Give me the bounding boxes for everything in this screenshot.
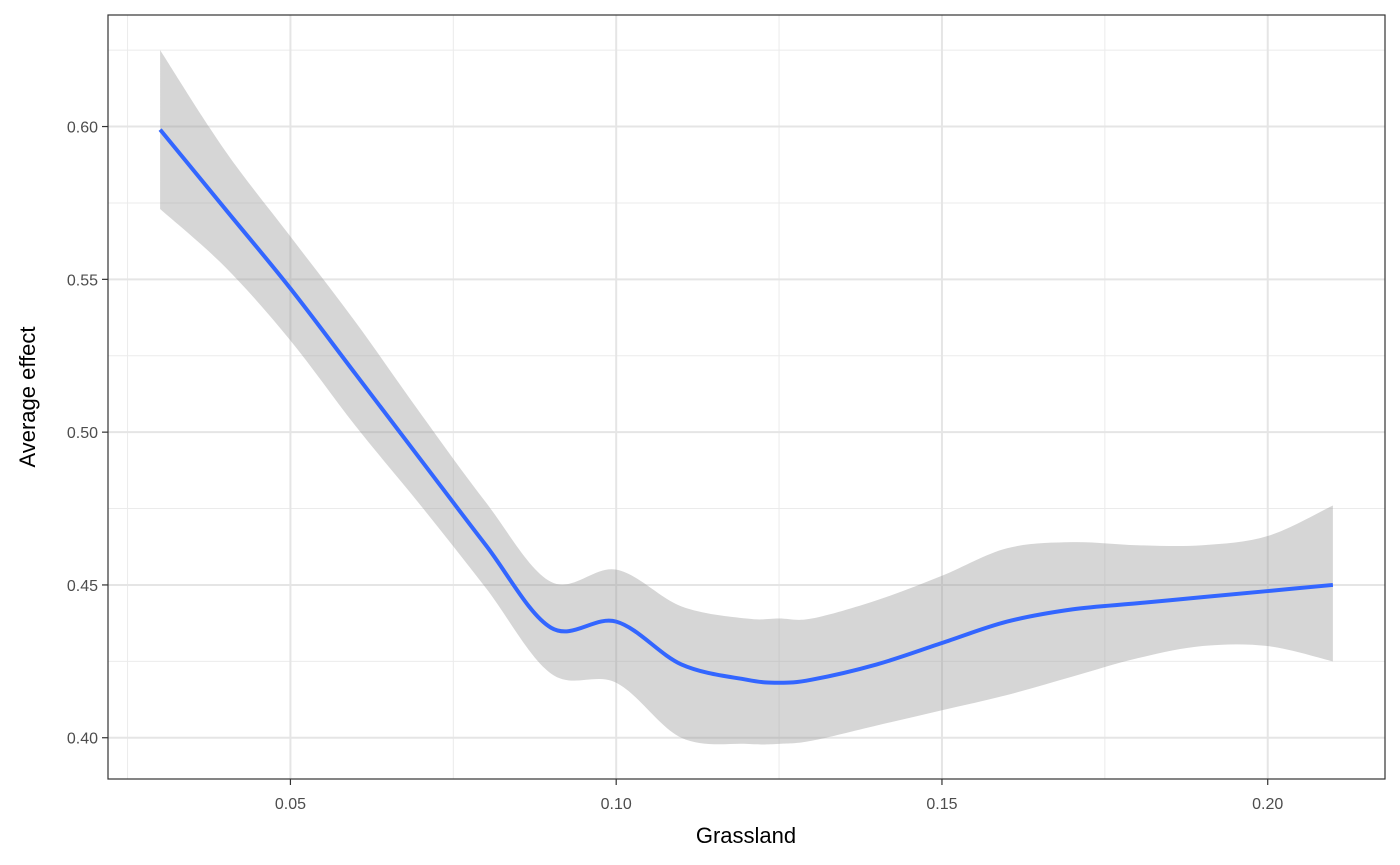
x-tick-label: 0.10: [601, 796, 632, 813]
x-tick-label: 0.20: [1252, 796, 1283, 813]
y-tick-label: 0.45: [67, 578, 98, 595]
plot-border: [107, 14, 1386, 780]
x-tick-label: 0.05: [275, 796, 306, 813]
x-axis-ticks: [289, 779, 1269, 785]
confidence-ribbon: [160, 50, 1333, 745]
y-tick-label: 0.55: [67, 272, 98, 289]
y-axis-ticks: [102, 125, 108, 739]
y-tick-label: 0.60: [67, 120, 98, 137]
x-tick-label: 0.15: [926, 796, 957, 813]
major-gridlines: [108, 15, 1385, 779]
y-tick-label: 0.50: [67, 425, 98, 442]
y-tick-label: 0.40: [67, 731, 98, 748]
plot-panel: [108, 15, 1385, 779]
minor-gridlines: [108, 15, 1385, 779]
y-axis-title: Average effect: [15, 326, 40, 467]
x-axis-tick-labels: 0.05 0.10 0.15 0.20: [275, 796, 1284, 813]
x-axis-title: Grassland: [696, 823, 796, 848]
y-axis-tick-labels: 0.40 0.45 0.50 0.55 0.60: [67, 120, 98, 748]
smooth-line: [158, 128, 1334, 685]
